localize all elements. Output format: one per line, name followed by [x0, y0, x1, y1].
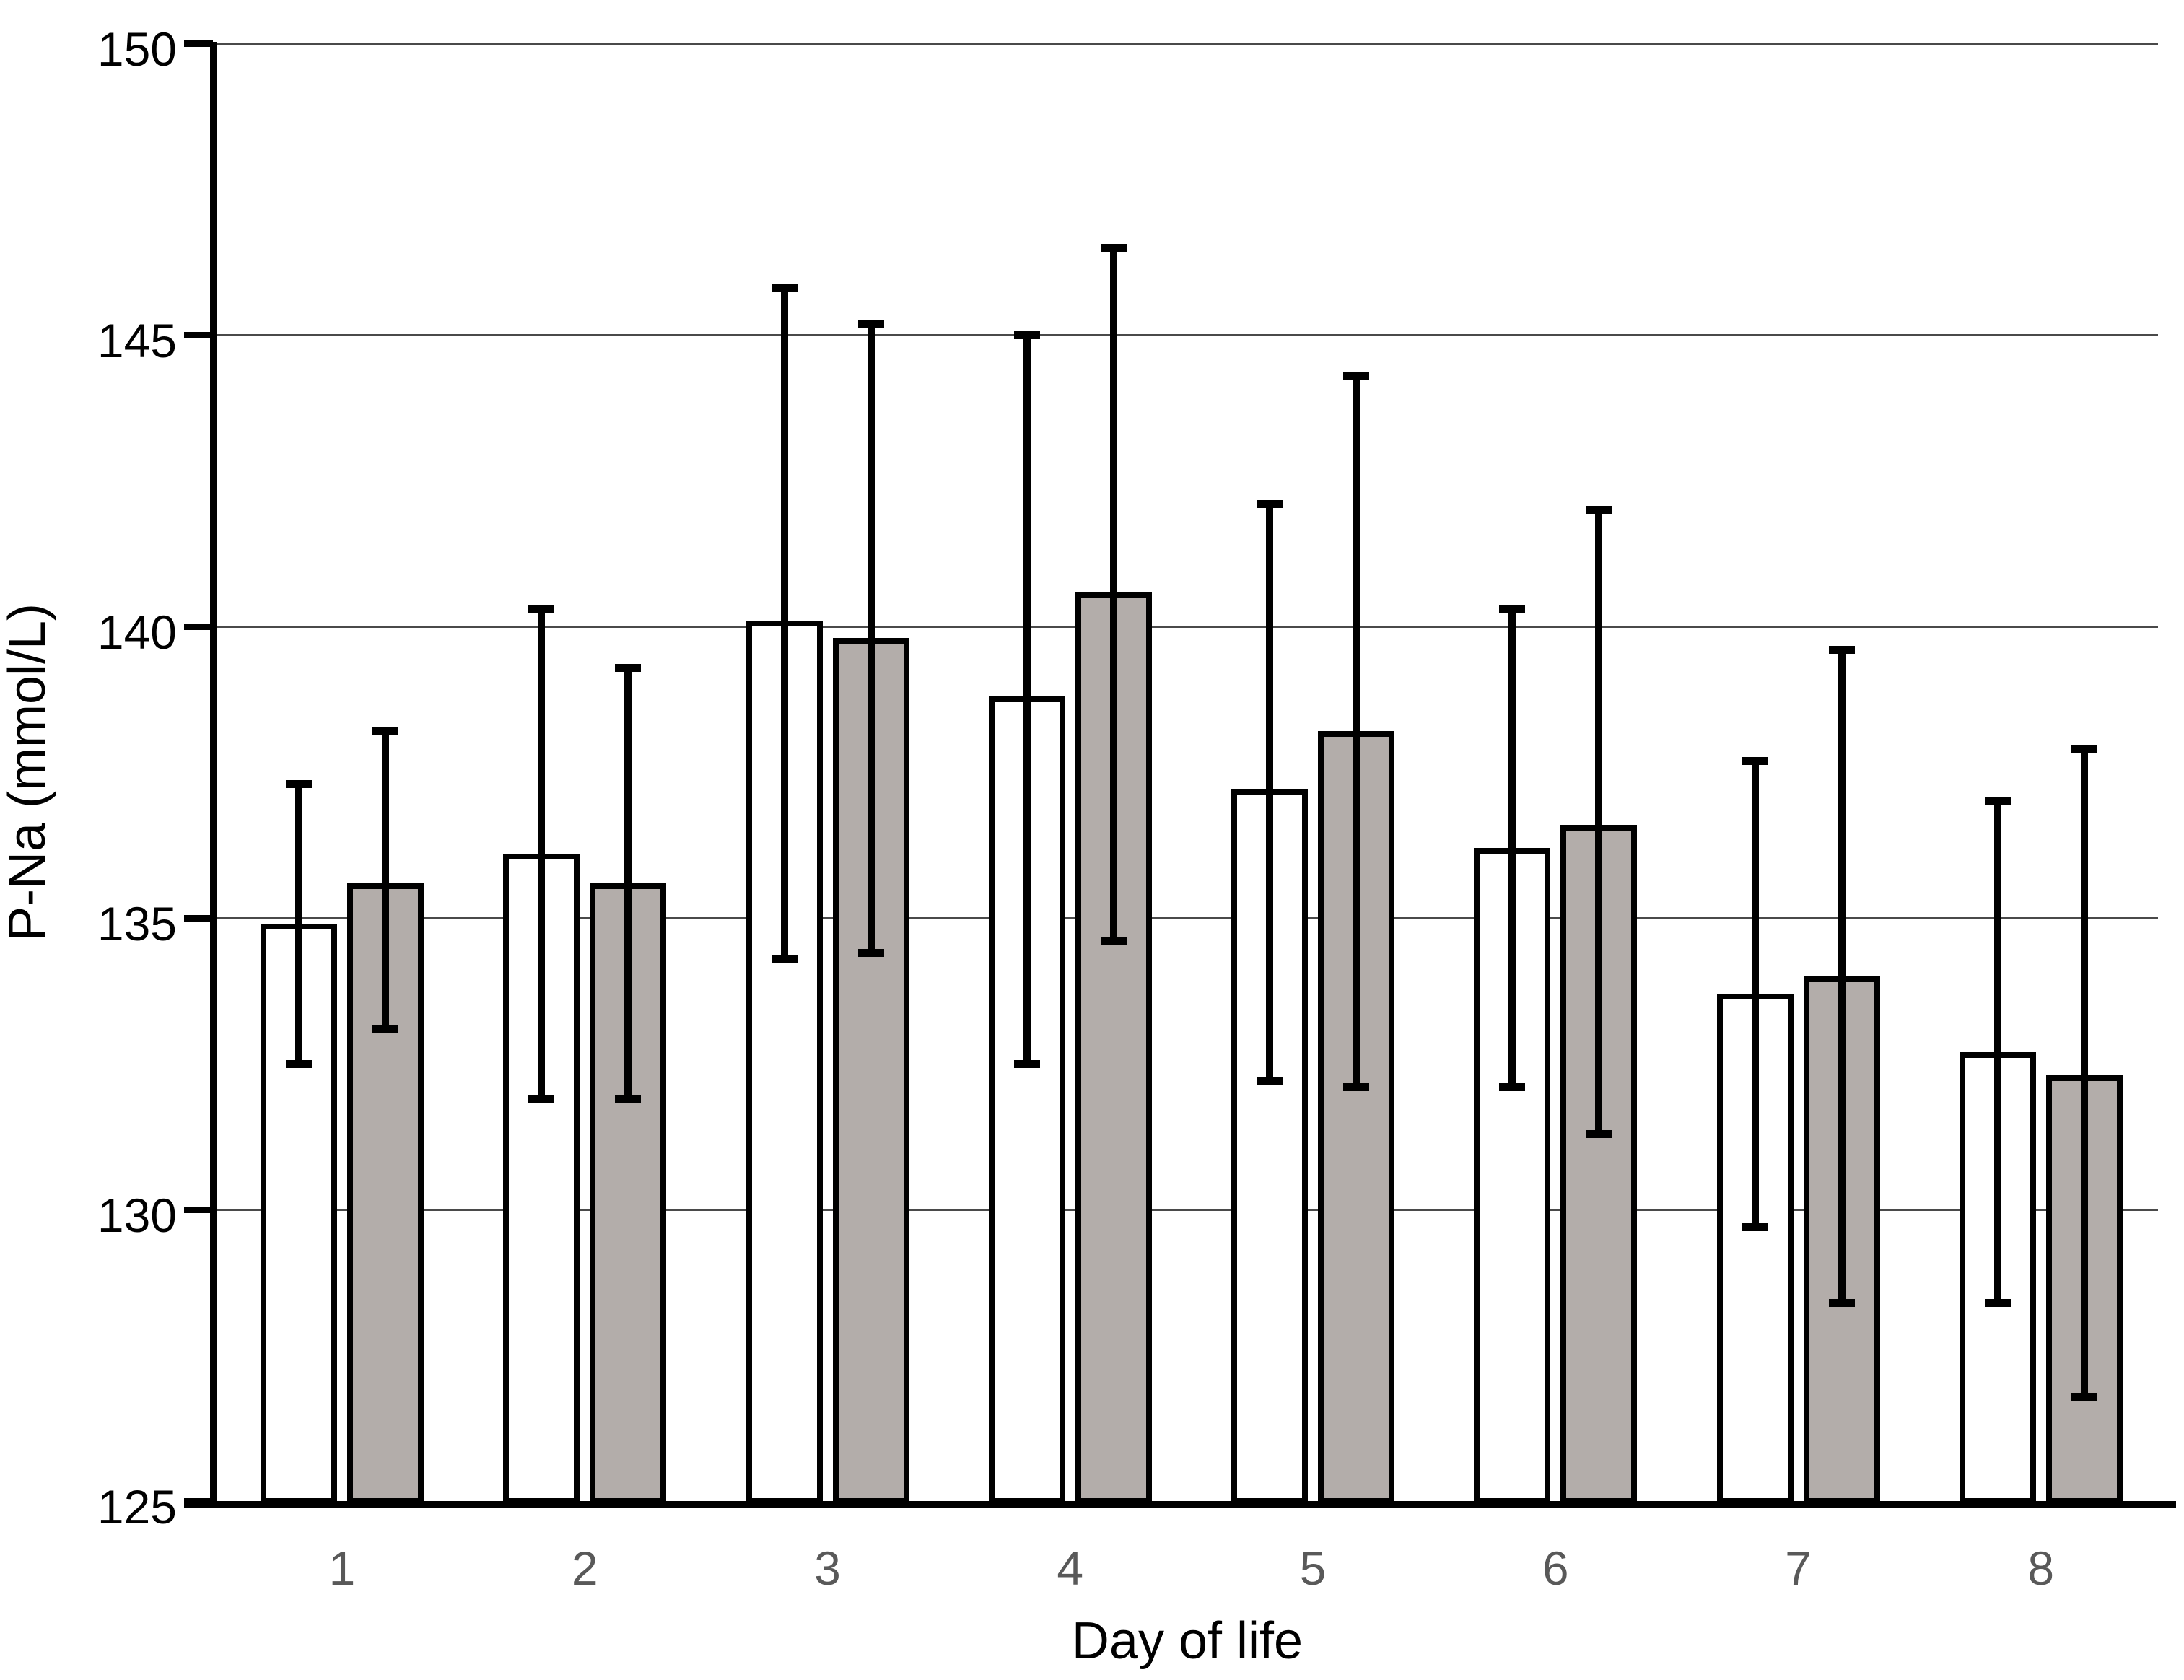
error-cap-bottom-day1-group-gray — [372, 1025, 398, 1033]
error-cap-bottom-day5-group-gray — [1343, 1083, 1369, 1092]
error-cap-top-day2-group-white — [528, 605, 555, 613]
error-cap-top-day5-group-gray — [1343, 372, 1369, 380]
error-bar-day1-group-gray — [382, 731, 389, 1029]
gridline-145 — [217, 334, 2158, 336]
error-cap-top-day8-group-white — [1984, 797, 2011, 806]
error-cap-top-day4-group-white — [1013, 331, 1040, 339]
error-bar-day5-group-white — [1266, 504, 1273, 1082]
x-tick-label-3: 3 — [814, 1541, 841, 1595]
error-bar-day4-group-gray — [1109, 247, 1117, 942]
y-axis-line — [210, 42, 217, 1508]
y-tick-145 — [184, 332, 213, 338]
error-bar-day3-group-white — [780, 288, 788, 959]
y-tick-label-145: 145 — [97, 314, 177, 367]
bar-day1-group-gray — [347, 883, 424, 1504]
error-bar-day2-group-gray — [624, 667, 632, 1099]
error-cap-bottom-day4-group-white — [1013, 1060, 1040, 1068]
gridline-135 — [217, 917, 2158, 919]
error-cap-bottom-day6-group-white — [1499, 1083, 1526, 1092]
error-cap-top-day6-group-gray — [1586, 506, 1612, 515]
error-cap-top-day8-group-gray — [2071, 745, 2097, 753]
error-cap-bottom-day8-group-gray — [2071, 1392, 2097, 1401]
error-cap-top-day4-group-gray — [1100, 243, 1127, 252]
gridline-150 — [217, 43, 2158, 45]
y-tick-label-150: 150 — [97, 22, 177, 76]
error-cap-bottom-day2-group-white — [528, 1095, 555, 1103]
error-cap-top-day1-group-white — [286, 780, 312, 789]
error-bar-day5-group-gray — [1353, 375, 1360, 1088]
x-tick-label-2: 2 — [571, 1541, 598, 1595]
error-bar-day3-group-gray — [867, 323, 875, 953]
error-cap-bottom-day3-group-gray — [857, 949, 884, 958]
error-cap-bottom-day5-group-white — [1257, 1077, 1283, 1086]
error-cap-top-day1-group-gray — [372, 727, 398, 736]
y-tick-label-140: 140 — [97, 605, 177, 659]
error-cap-top-day7-group-gray — [1828, 646, 1855, 655]
y-tick-140 — [184, 624, 213, 630]
x-tick-label-4: 4 — [1057, 1541, 1084, 1595]
x-tick-label-1: 1 — [328, 1541, 356, 1595]
error-bar-day4-group-white — [1023, 335, 1031, 1064]
error-bar-day7-group-white — [1751, 760, 1759, 1228]
y-tick-label-135: 135 — [97, 897, 177, 950]
error-cap-bottom-day4-group-gray — [1100, 937, 1127, 946]
x-tick-label-7: 7 — [1785, 1541, 1812, 1595]
y-tick-label-125: 125 — [97, 1480, 177, 1534]
error-bar-day6-group-white — [1508, 608, 1516, 1088]
plot-area — [217, 43, 2158, 1501]
y-tick-135 — [184, 915, 213, 922]
error-bar-day6-group-gray — [1595, 509, 1603, 1134]
x-tick-label-6: 6 — [1542, 1541, 1569, 1595]
y-tick-150 — [184, 40, 213, 47]
error-cap-bottom-day7-group-white — [1742, 1223, 1768, 1232]
error-cap-top-day5-group-white — [1257, 500, 1283, 509]
gridline-140 — [217, 626, 2158, 628]
gridline-130 — [217, 1209, 2158, 1211]
x-axis-line — [184, 1501, 2176, 1508]
error-bar-day1-group-white — [295, 784, 302, 1064]
error-bar-day8-group-gray — [2080, 748, 2088, 1396]
bar-day7-group-white — [1716, 994, 1794, 1504]
x-axis-title: Day of life — [1071, 1612, 1303, 1670]
x-tick-label-8: 8 — [2027, 1541, 2055, 1595]
y-tick-125 — [184, 1498, 213, 1505]
y-tick-label-130: 130 — [97, 1189, 177, 1242]
y-tick-130 — [184, 1207, 213, 1213]
error-cap-top-day3-group-white — [771, 284, 798, 293]
error-cap-top-day2-group-gray — [615, 663, 642, 672]
error-cap-bottom-day1-group-white — [286, 1060, 312, 1068]
error-cap-bottom-day7-group-gray — [1828, 1299, 1855, 1308]
x-tick-label-5: 5 — [1299, 1541, 1327, 1595]
error-bar-day7-group-gray — [1838, 649, 1846, 1303]
error-cap-bottom-day6-group-gray — [1586, 1129, 1612, 1138]
error-bar-day8-group-white — [1993, 801, 2001, 1303]
error-cap-top-day7-group-white — [1742, 756, 1768, 765]
error-cap-bottom-day2-group-gray — [615, 1095, 642, 1103]
error-bar-day2-group-white — [538, 608, 546, 1099]
error-cap-bottom-day3-group-white — [771, 955, 798, 963]
error-cap-top-day3-group-gray — [857, 319, 884, 328]
error-cap-top-day6-group-white — [1499, 605, 1526, 613]
error-cap-bottom-day8-group-white — [1984, 1299, 2011, 1308]
